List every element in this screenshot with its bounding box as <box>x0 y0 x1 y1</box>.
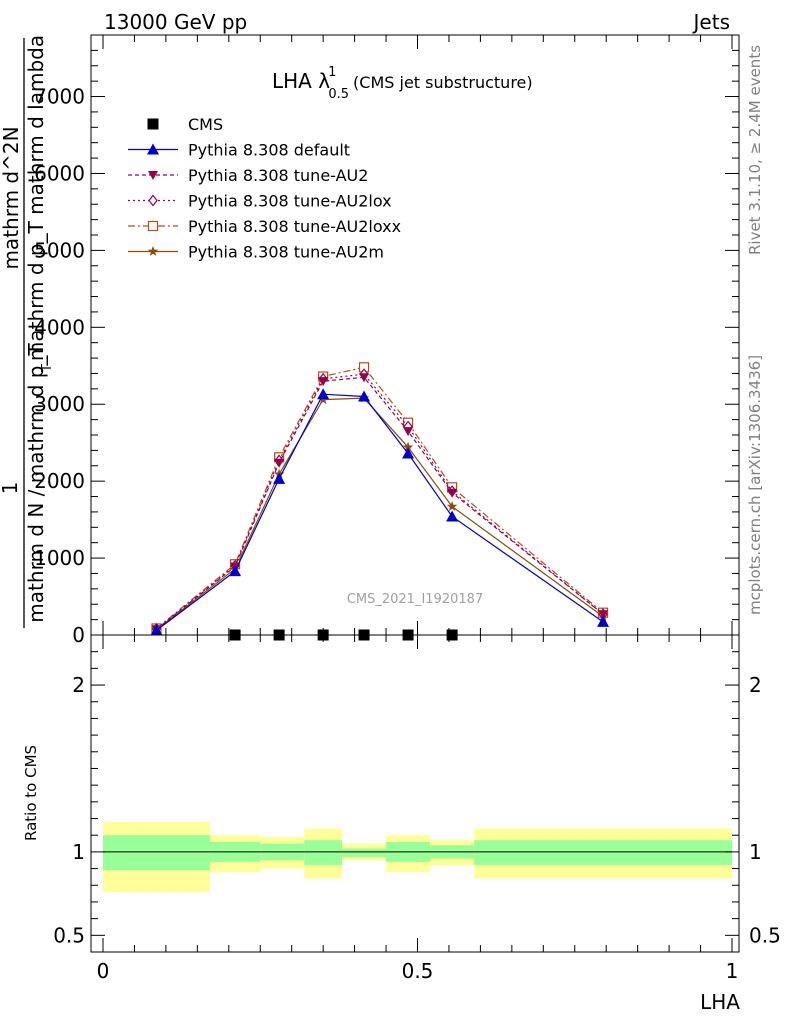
x-tick-label: 0 <box>97 959 110 983</box>
data-point-pythia-8-308-tune-au2m <box>402 441 414 452</box>
main-y-label-numerator-2: mathrm d^2N <box>0 126 23 269</box>
ratio-y-axis: 0.5 0.5 1 1 2 2 <box>53 651 781 947</box>
legend-label-pythia-8-308-default: Pythia 8.308 default <box>188 141 350 160</box>
legend-marker-pythia-8-308-tune-au2 <box>148 171 158 180</box>
legend-label-pythia-8-308-tune-au2lox: Pythia 8.308 tune-AU2lox <box>188 192 392 211</box>
data-point-pythia-8-308-default <box>597 615 610 627</box>
data-point-pythia-8-308-tune-au2 <box>318 377 329 387</box>
ratio-y-tick-label: 2 <box>72 673 85 697</box>
data-point-pythia-8-308-default <box>273 472 286 484</box>
main-y-tick-label: 1000 <box>34 546 85 570</box>
main-y-tick-label: 7000 <box>34 85 85 109</box>
data-point-pythia-8-308-default <box>402 447 415 459</box>
main-y-tick-label: 5000 <box>34 238 85 262</box>
plot-watermark: CMS_2021_I1920187 <box>347 592 483 607</box>
data-point-pythia-8-308-default <box>358 390 371 402</box>
series-line-pythia-8-308-tune-au2m <box>156 397 604 631</box>
ratio-bands <box>103 821 732 892</box>
data-point-pythia-8-308-tune-au2 <box>359 373 370 383</box>
main-series-group <box>150 362 610 641</box>
main-y-tick-label: 6000 <box>34 161 85 185</box>
main-y-tick-label: 4000 <box>34 315 85 339</box>
ratio-y-tick-label: 1 <box>72 840 85 864</box>
plot-title-main: LHA λ <box>272 69 330 93</box>
ratio-panel: 0.5 0.51 12 2 0 0.5 1 Ratio to CMS LHA <box>22 634 781 1014</box>
legend: CMS Pythia 8.308 default Pythia 8.308 tune… <box>128 115 401 262</box>
series-line-pythia-8-308-tune-au2lox <box>156 373 604 630</box>
header-left: 13000 GeV pp <box>104 10 247 34</box>
x-tick-label: 0.5 <box>402 959 434 983</box>
ratio-plot-frame <box>90 634 740 953</box>
main-y-label-denominator-1: mathrm d N / mathrm d p_T <box>24 343 48 623</box>
main-y-tick-label: 2000 <box>34 469 85 493</box>
ratio-y-tick-label: 0.5 <box>53 923 85 947</box>
ratio-band-green <box>342 848 387 857</box>
plot-title-sup: 1 <box>328 65 336 80</box>
x-tick-label: 1 <box>726 959 739 983</box>
main-y-axis: 0 1000 2000 3000 4000 5000 6000 7000 <box>34 35 739 647</box>
data-point-pythia-8-308-tune-au2 <box>274 458 285 468</box>
legend-label-cms: CMS <box>188 115 223 134</box>
x-axis-label: LHA <box>700 990 740 1014</box>
main-y-tick-label: 3000 <box>34 392 85 416</box>
data-point-pythia-8-308-default <box>317 388 330 400</box>
main-y-label-denominator-2: mathrm d p_T mathrm d lambda <box>24 35 48 361</box>
ratio-band-green <box>474 840 732 866</box>
ratio-x-axis: 0 0.5 1 <box>97 635 739 983</box>
plot-title-sub: 0.5 <box>328 87 349 102</box>
main-y-label-numerator-1: 1 <box>0 482 22 495</box>
data-point-pythia-8-308-tune-au2 <box>447 488 458 498</box>
main-y-label: 1 mathrm d N / mathrm d p_T mathrm d^2N … <box>0 35 55 628</box>
legend-label-pythia-8-308-tune-au2loxx: Pythia 8.308 tune-AU2loxx <box>188 217 401 236</box>
ratio-y-tick-label-right: 1 <box>749 840 762 864</box>
data-point-pythia-8-308-tune-au2m <box>446 501 458 511</box>
ratio-y-label: Ratio to CMS <box>22 745 40 841</box>
ratio-y-tick-label-right: 0.5 <box>749 923 781 947</box>
data-point-pythia-8-308-default <box>150 624 163 636</box>
legend-marker-cms <box>147 118 159 130</box>
svg-text:LHA λ10.5(CMS jet substructure: LHA λ1 0.5 (CMS jet substructure) <box>272 65 533 102</box>
side-label-mcplots: mcplots.cern.ch [arXiv:1306.3436] <box>746 355 764 615</box>
legend-marker-pythia-8-308-tune-au2loxx <box>147 220 159 232</box>
ratio-band-green <box>103 835 210 871</box>
ratio-band-green <box>304 840 343 866</box>
series-line-pythia-8-308-default <box>156 393 604 631</box>
main-y-tick-label: 0 <box>72 623 85 647</box>
side-label-rivet: Rivet 3.1.10, ≥ 2.4M events <box>746 45 764 255</box>
main-panel: 0 1000 2000 3000 4000 5000 6000 7000 CMS_2021_I… <box>34 34 740 647</box>
legend-marker-pythia-8-308-tune-au2lox <box>148 194 158 207</box>
data-point-pythia-8-308-default <box>229 565 242 577</box>
data-point-pythia-8-308-tune-au2 <box>598 610 609 620</box>
series-line-pythia-8-308-tune-au2loxx <box>156 366 604 629</box>
legend-label-pythia-8-308-tune-au2m: Pythia 8.308 tune-AU2m <box>188 243 384 262</box>
plot-title: LHA λ1 0.5 (CMS jet substructure) <box>272 65 533 102</box>
plot-title-suffix: (CMS jet substructure) <box>353 73 533 92</box>
data-point-pythia-8-308-default <box>446 510 459 522</box>
legend-marker-pythia-8-308-default <box>147 143 159 155</box>
ratio-y-tick-label-right: 2 <box>749 673 762 697</box>
header-right: Jets <box>692 10 730 34</box>
main-y-label-subscript: T <box>40 364 55 373</box>
data-point-pythia-8-308-tune-au2 <box>403 427 414 437</box>
legend-marker-pythia-8-308-tune-au2m <box>147 246 159 256</box>
series-line-pythia-8-308-tune-au2 <box>156 376 604 630</box>
legend-label-pythia-8-308-tune-au2: Pythia 8.308 tune-AU2 <box>188 166 368 185</box>
